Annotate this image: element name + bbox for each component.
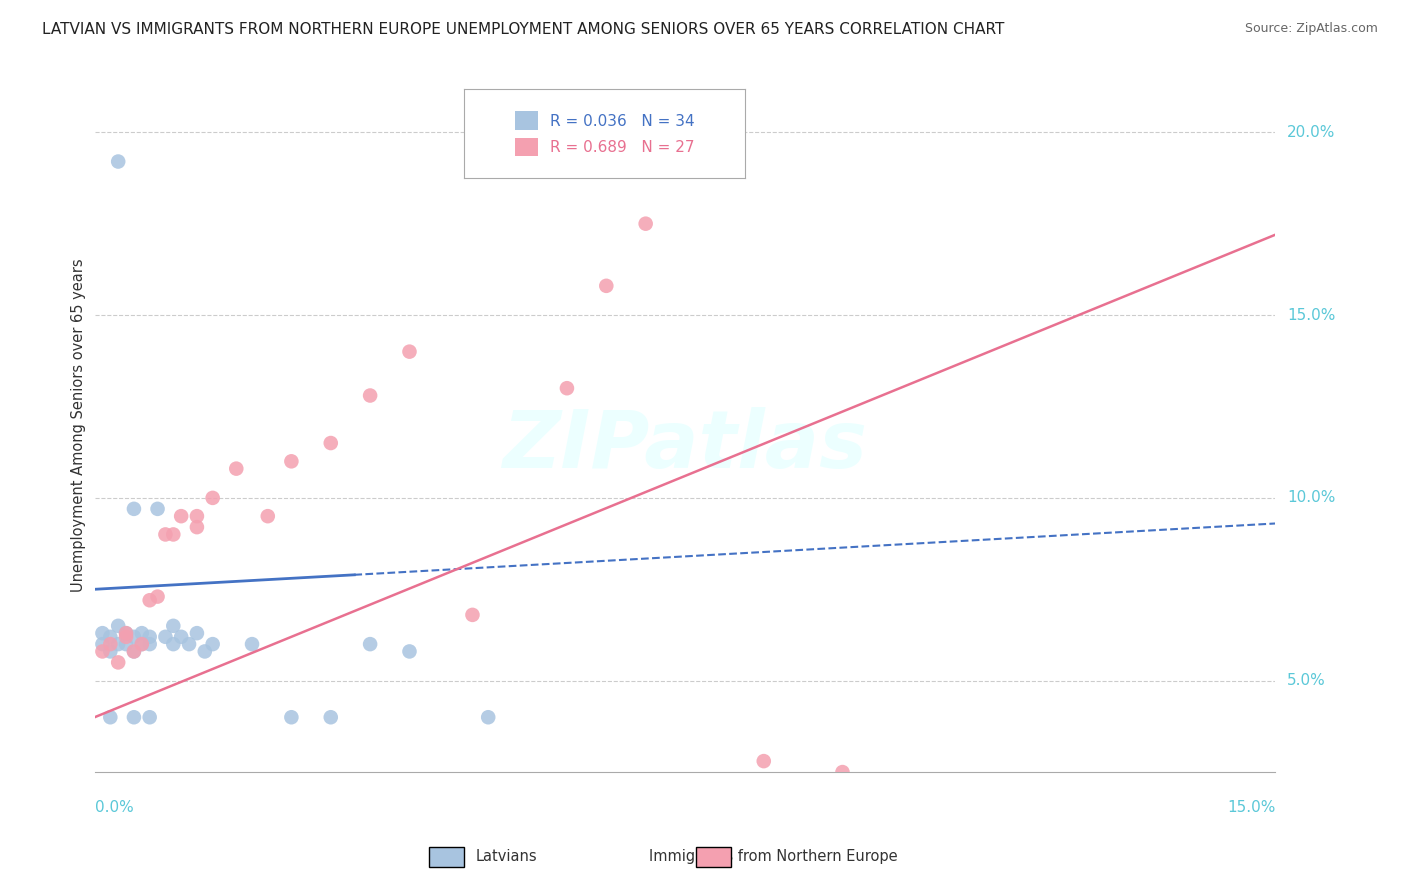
Text: Latvians: Latvians [475,849,537,863]
Legend: R = 0.036   N = 34, R = 0.689   N = 27: R = 0.036 N = 34, R = 0.689 N = 27 [509,105,700,162]
Point [107,637,129,651]
Point [107,154,129,169]
Point [256,509,278,524]
Point [155,630,177,644]
Point [280,454,302,468]
Point [170,509,193,524]
Point [115,637,138,651]
Point [225,461,247,475]
Point [555,381,578,395]
Text: 15.0%: 15.0% [1288,308,1336,323]
Text: 20.0%: 20.0% [1288,125,1336,140]
Point [162,619,184,633]
Point [131,626,153,640]
Point [359,388,381,402]
Point [398,644,420,658]
Point [461,607,484,622]
Point [91,626,114,640]
Text: 10.0%: 10.0% [1288,491,1336,506]
Point [122,710,145,724]
Y-axis label: Unemployment Among Seniors over 65 years: Unemployment Among Seniors over 65 years [72,258,86,591]
Point [319,436,342,450]
Point [98,644,121,658]
Point [138,593,160,607]
Point [177,637,200,651]
Point [201,637,224,651]
Point [201,491,224,505]
Point [115,626,138,640]
Point [359,637,381,651]
Point [398,344,420,359]
Point [91,644,114,658]
Point [115,626,138,640]
Point [170,630,193,644]
Point [155,527,177,541]
Point [98,710,121,724]
Text: Immigrants from Northern Europe: Immigrants from Northern Europe [650,849,897,863]
Text: 5.0%: 5.0% [1288,673,1326,689]
Point [122,644,145,658]
Text: 0.0%: 0.0% [94,800,134,815]
Point [122,630,145,644]
Point [240,637,263,651]
Point [280,710,302,724]
Point [319,710,342,724]
Point [131,637,153,651]
Point [186,626,208,640]
Point [107,656,129,670]
Point [138,637,160,651]
Point [91,637,114,651]
Point [752,754,775,768]
Point [98,637,121,651]
Point [186,520,208,534]
Point [131,637,153,651]
Point [162,637,184,651]
Point [146,501,169,516]
Text: ZIPatlas: ZIPatlas [502,407,868,484]
Point [595,278,617,293]
Point [477,710,499,724]
Point [98,630,121,644]
Point [122,501,145,516]
Point [162,527,184,541]
Point [107,619,129,633]
Point [122,644,145,658]
Point [138,710,160,724]
Point [138,630,160,644]
Point [115,630,138,644]
Point [186,509,208,524]
Text: 15.0%: 15.0% [1227,800,1275,815]
Point [634,217,657,231]
Point [146,590,169,604]
Point [194,644,217,658]
Text: Source: ZipAtlas.com: Source: ZipAtlas.com [1244,22,1378,36]
Point [831,765,853,780]
Text: LATVIAN VS IMMIGRANTS FROM NORTHERN EUROPE UNEMPLOYMENT AMONG SENIORS OVER 65 YE: LATVIAN VS IMMIGRANTS FROM NORTHERN EURO… [42,22,1004,37]
